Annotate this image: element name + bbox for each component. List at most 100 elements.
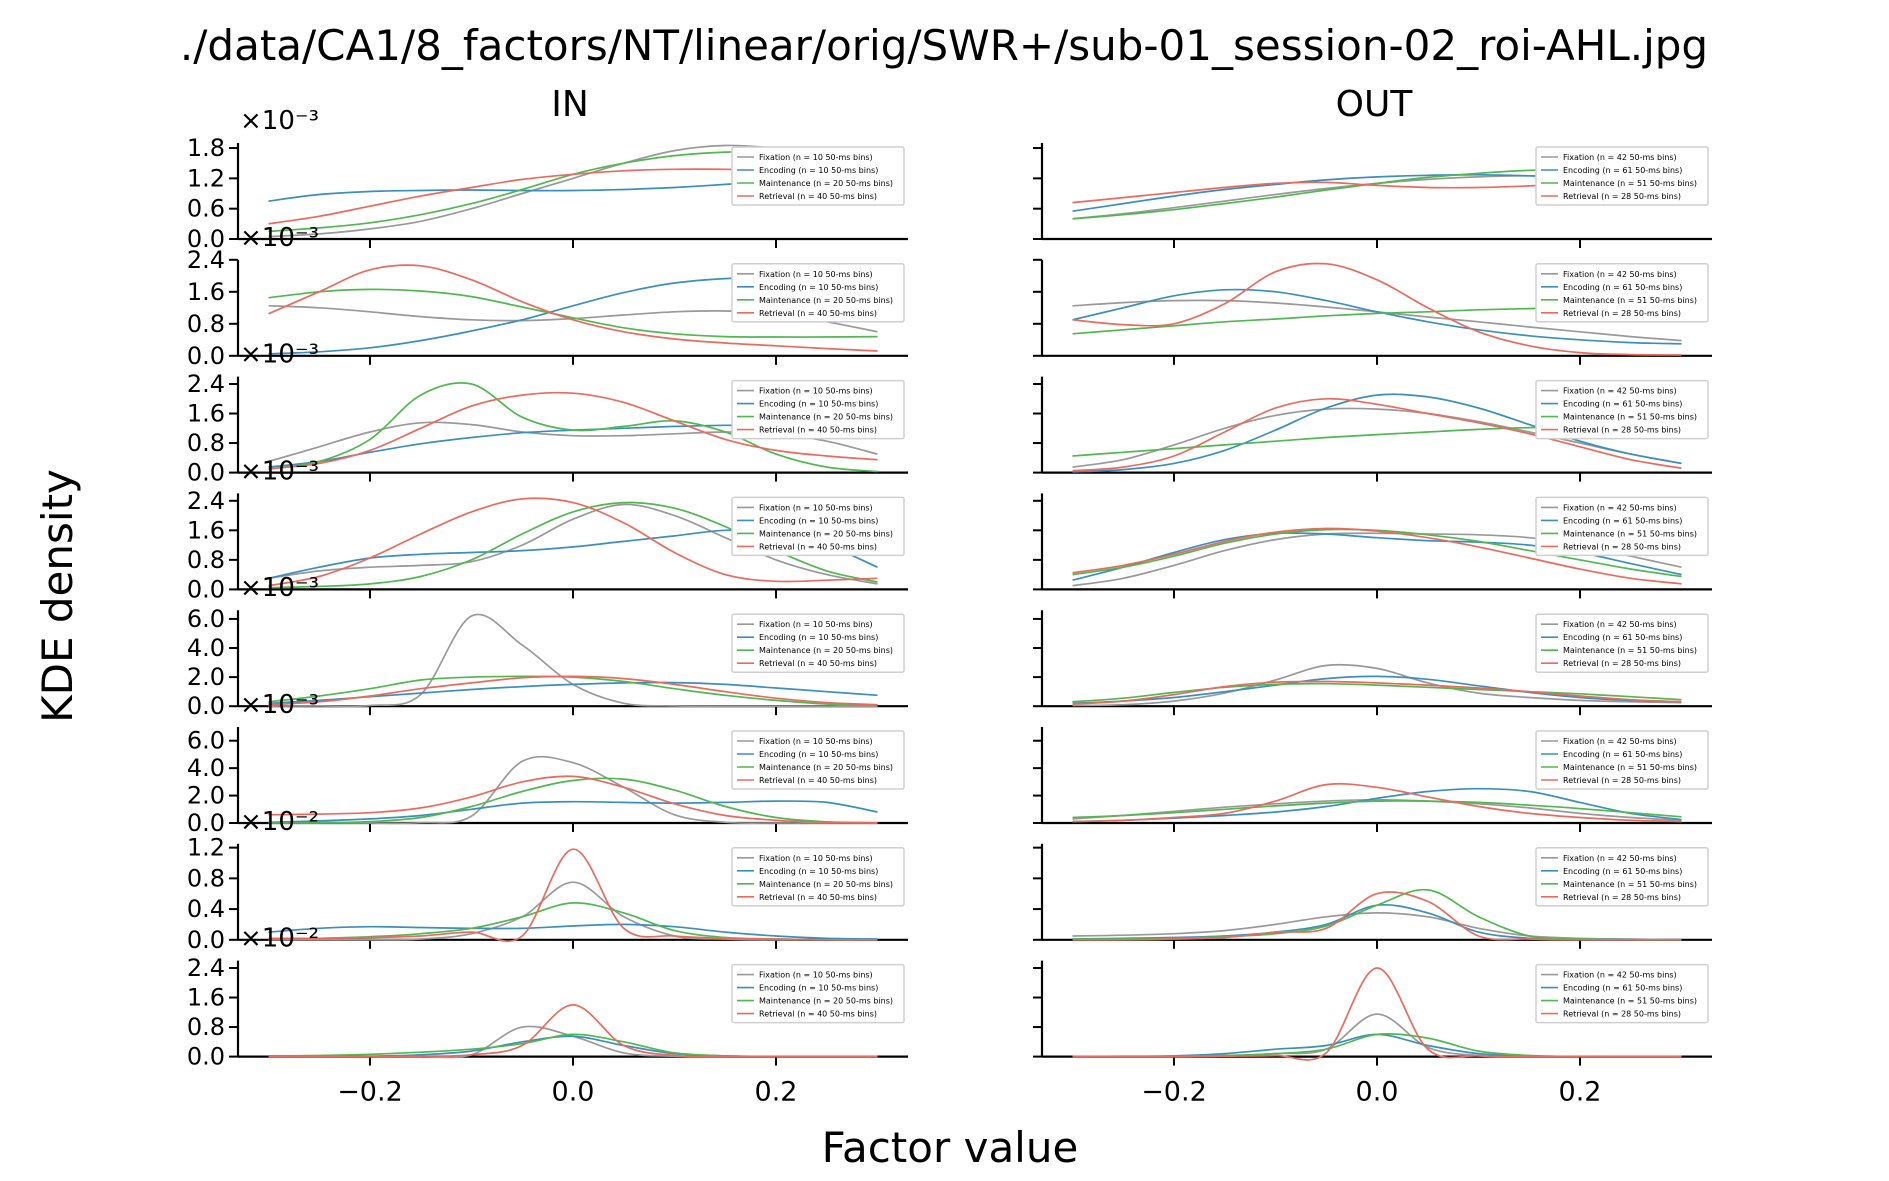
legend-box: [731, 847, 905, 907]
kde-curve-fixation: [268, 1025, 878, 1059]
legend-entry: Retrieval (n = 40 50-ms bins): [759, 659, 877, 668]
legend-entry: Encoding (n = 10 50-ms bins): [759, 516, 878, 525]
kde-curve-maintenance: [268, 675, 878, 707]
legend-entry: Encoding (n = 61 50-ms bins): [1563, 867, 1682, 876]
legend-entry: Encoding (n = 10 50-ms bins): [759, 867, 878, 876]
y-tick-label: 0.8: [187, 864, 225, 892]
x-tick-label: 0.2: [1559, 1077, 1602, 1108]
y-tick-label: 0.0: [187, 575, 225, 603]
kde-curve-retrieval: [268, 264, 878, 352]
legend-entry: Encoding (n = 10 50-ms bins): [759, 166, 878, 175]
y-tick-label: 6.0: [187, 727, 225, 755]
legend-entry: Retrieval (n = 40 50-ms bins): [759, 776, 877, 785]
kde-curve-maintenance: [1072, 1032, 1682, 1058]
y-tick-label: 2.4: [187, 370, 225, 398]
x-axis-label: Factor value: [822, 1123, 1079, 1172]
y-tick-label: 2.0: [187, 782, 225, 810]
y-tick-label: 0.0: [187, 926, 225, 954]
legend-entry: Maintenance (n = 51 50-ms bins): [1563, 880, 1697, 889]
y-tick-label: 1.6: [187, 516, 225, 544]
kde-curve-maintenance: [268, 777, 878, 824]
legend-entry: Maintenance (n = 20 50-ms bins): [759, 763, 893, 772]
legend-entry: Fixation (n = 10 50-ms bins): [759, 854, 873, 863]
y-tick-label: 0.8: [187, 546, 225, 574]
legend: Fixation (n = 42 50-ms bins) Encoding (n …: [1535, 963, 1709, 1024]
legend-entry: Maintenance (n = 51 50-ms bins): [1563, 997, 1697, 1006]
kde-curve-retrieval: [268, 497, 878, 587]
legend-entry: Encoding (n = 10 50-ms bins): [759, 750, 878, 759]
legend-box: [731, 379, 905, 440]
y-multiplier: ×10⁻²: [240, 924, 319, 954]
legend-entry: Encoding (n = 61 50-ms bins): [1563, 166, 1682, 175]
panel-factor-2-in: 0.0 0.8 1.6 2.4 ×10⁻³ Fixation (n = 10 50-ms …: [187, 223, 908, 370]
legend-entry: Retrieval (n = 28 50-ms bins): [1563, 309, 1681, 318]
legend: Fixation (n = 10 50-ms bins) Encoding (n …: [731, 613, 905, 673]
legend-entry: Fixation (n = 10 50-ms bins): [759, 270, 873, 279]
legend: Fixation (n = 42 50-ms bins) Encoding (n …: [1535, 496, 1709, 557]
kde-curve-retrieval: [268, 1004, 878, 1058]
legend-entry: Fixation (n = 42 50-ms bins): [1563, 971, 1677, 980]
legend-entry: Retrieval (n = 28 50-ms bins): [1563, 776, 1681, 785]
kde-curve-retrieval: [1072, 262, 1682, 356]
legend-entry: Fixation (n = 42 50-ms bins): [1563, 620, 1677, 629]
legend: Fixation (n = 42 50-ms bins) Encoding (n …: [1535, 847, 1709, 907]
kde-curve-maintenance: [268, 382, 878, 473]
legend-entry: Fixation (n = 42 50-ms bins): [1563, 387, 1677, 396]
legend-entry: Maintenance (n = 20 50-ms bins): [759, 296, 893, 305]
legend-box: [731, 613, 905, 673]
panel-factor-7-in: 0.0 0.4 0.81.2 ×10⁻² Fixation (n = 10 50-ms …: [187, 807, 908, 954]
legend-entry: Retrieval (n = 40 50-ms bins): [759, 542, 877, 551]
legend-entry: Maintenance (n = 51 50-ms bins): [1563, 646, 1697, 655]
legend: Fixation (n = 42 50-ms bins) Encoding (n …: [1535, 263, 1709, 323]
kde-curve-retrieval: [268, 675, 878, 706]
y-multiplier: ×10⁻³: [240, 106, 319, 136]
panel-factor-8-out: −0.2 0.0 0.2 Fixation (n = 42 50-ms bins) En…: [1033, 960, 1712, 1108]
kde-curve-retrieval: [268, 391, 878, 470]
kde-curve-encoding: [1072, 1033, 1682, 1058]
legend-box: [731, 496, 905, 557]
kde-curve-fixation: [1072, 798, 1682, 822]
y-tick-label: 0.0: [187, 809, 225, 837]
legend-entry: Maintenance (n = 20 50-ms bins): [759, 179, 893, 188]
kde-curve-retrieval: [1072, 782, 1682, 823]
kde-curve-encoding: [1072, 288, 1682, 345]
legend-entry: Retrieval (n = 28 50-ms bins): [1563, 659, 1681, 668]
legend-box: [1535, 847, 1709, 907]
legend: Fixation (n = 10 50-ms bins) Encoding (n …: [731, 496, 905, 557]
legend-entry: Maintenance (n = 20 50-ms bins): [759, 413, 893, 422]
kde-curve-fixation: [268, 503, 878, 585]
legend-entry: Fixation (n = 10 50-ms bins): [759, 971, 873, 980]
panel-factor-4-out: Fixation (n = 42 50-ms bins) Encoding (n …: [1033, 493, 1712, 599]
kde-curve-encoding: [1072, 675, 1682, 705]
kde-curve-maintenance: [1072, 799, 1682, 819]
legend-box: [1535, 613, 1709, 673]
legend-entry: Retrieval (n = 28 50-ms bins): [1563, 893, 1681, 902]
y-tick-label: 0.0: [187, 1043, 225, 1071]
legend-entry: Maintenance (n = 51 50-ms bins): [1563, 179, 1697, 188]
legend-entry: Retrieval (n = 28 50-ms bins): [1563, 192, 1681, 201]
y-tick-label: 1.2: [187, 164, 225, 192]
legend-entry: Fixation (n = 42 50-ms bins): [1563, 270, 1677, 279]
legend-box: [731, 963, 905, 1024]
legend-entry: Maintenance (n = 51 50-ms bins): [1563, 529, 1697, 538]
legend-entry: Encoding (n = 61 50-ms bins): [1563, 633, 1682, 642]
y-tick-label: 2.0: [187, 663, 225, 691]
kde-curve-fixation: [268, 755, 878, 825]
legend-box: [1535, 496, 1709, 557]
panel-factor-1-out: Fixation (n = 42 50-ms bins) Encoding (n …: [1033, 143, 1712, 248]
legend-entry: Fixation (n = 10 50-ms bins): [759, 620, 873, 629]
kde-curve-fixation: [1072, 663, 1682, 707]
y-tick-label: 0.4: [187, 895, 225, 923]
panel-factor-7-out: Fixation (n = 42 50-ms bins) Encoding (n …: [1033, 843, 1712, 949]
kde-curve-retrieval: [1072, 680, 1682, 705]
y-tick-label: 0.6: [187, 195, 225, 223]
legend-entry: Fixation (n = 10 50-ms bins): [759, 737, 873, 746]
legend-entry: Encoding (n = 10 50-ms bins): [759, 400, 878, 409]
kde-curve-fixation: [1072, 912, 1682, 941]
kde-curve-encoding: [268, 923, 878, 940]
y-tick-label: 2.4: [187, 487, 225, 515]
figure-title: ./data/CA1/8_factors/NT/linear/orig/SWR+…: [180, 21, 1708, 70]
